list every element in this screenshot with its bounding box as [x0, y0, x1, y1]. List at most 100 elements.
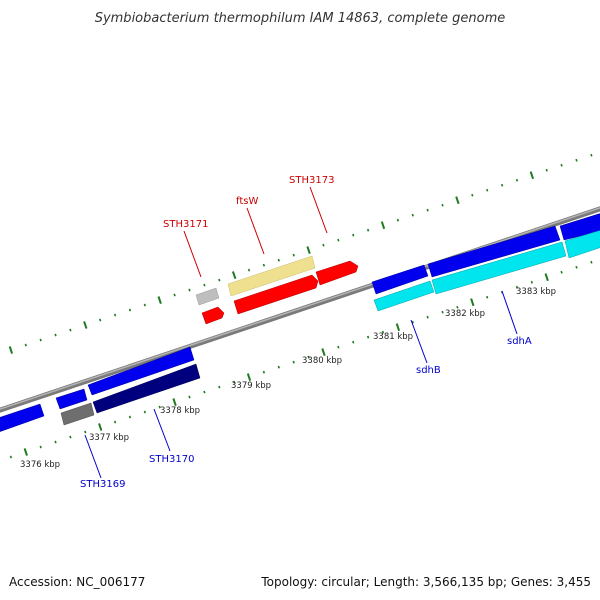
minor-tick [560, 270, 563, 274]
major-tick [246, 373, 252, 382]
kbp-labels: 3376 kbp 3377 kbp 3378 kbp 3379 kbp 3380… [20, 287, 556, 470]
minor-tick [426, 315, 429, 319]
genome-backbone [0, 206, 600, 413]
minor-tick [54, 333, 57, 337]
minor-tick [515, 285, 519, 289]
leader-sth3169 [84, 434, 102, 479]
minor-tick [486, 188, 489, 192]
label-sth3169[interactable]: STH3169 [80, 479, 125, 490]
minor-tick [24, 343, 27, 347]
label-sdhb[interactable]: sdhB [416, 365, 441, 376]
minor-tick [590, 153, 593, 157]
major-tick [470, 298, 475, 307]
major-tick [321, 348, 326, 357]
leader-sth3173 [309, 186, 328, 234]
major-tick [172, 398, 177, 407]
minor-tick [39, 445, 42, 449]
minor-tick [113, 313, 117, 317]
leader-sth3170 [153, 408, 171, 452]
gene-left-edge[interactable] [0, 403, 45, 432]
minor-tick [9, 455, 13, 459]
minor-tick [277, 365, 280, 369]
major-tick [23, 448, 28, 456]
minor-tick [352, 233, 355, 237]
minor-tick [173, 293, 176, 297]
minor-tick [575, 265, 578, 269]
forward-strand-genes [195, 255, 359, 325]
minor-tick [54, 440, 57, 444]
minor-tick [575, 158, 578, 162]
minor-tick [188, 395, 191, 399]
label-ftsw[interactable]: ftsW [236, 196, 258, 207]
minor-tick [486, 295, 489, 299]
kbp-label: 3381 kbp [373, 332, 413, 342]
gene-sth3173[interactable] [315, 260, 359, 286]
reverse-scale-ticks [9, 260, 593, 459]
minor-tick [262, 263, 266, 267]
leader-ftsw [246, 207, 265, 255]
minor-tick [337, 345, 340, 349]
minor-tick [292, 360, 295, 364]
minor-tick [590, 260, 593, 264]
kbp-label: 3376 kbp [20, 460, 60, 470]
forward-scale-ticks [8, 153, 593, 354]
gene-sth3171[interactable] [201, 306, 225, 325]
minor-tick [99, 318, 102, 322]
kbp-label: 3380 kbp [302, 356, 342, 366]
minor-tick [426, 208, 429, 212]
minor-tick [366, 335, 370, 339]
gene-blue-long[interactable] [87, 346, 195, 396]
gene-sth3170[interactable] [92, 363, 201, 414]
minor-tick [69, 328, 72, 332]
minor-tick [262, 370, 266, 374]
leader-sdhb [410, 319, 428, 364]
kbp-label: 3379 kbp [231, 381, 271, 391]
gene-sdha[interactable] [431, 241, 567, 295]
major-tick [231, 271, 237, 280]
gene-sdhb-blue[interactable] [371, 264, 429, 295]
minor-tick [441, 203, 444, 207]
minor-tick [530, 280, 533, 284]
minor-tick [560, 163, 563, 167]
major-tick [98, 423, 103, 431]
minor-tick [277, 258, 280, 262]
minor-tick [233, 380, 236, 384]
minor-tick [128, 415, 132, 419]
minor-tick [203, 390, 206, 394]
minor-tick [500, 183, 504, 187]
major-tick [83, 321, 88, 329]
minor-tick [307, 355, 310, 359]
minor-tick [337, 238, 340, 242]
minor-tick [322, 243, 325, 247]
minor-tick [396, 218, 400, 222]
label-sth3173[interactable]: STH3173 [289, 175, 334, 186]
gene-sdha-blue[interactable] [427, 225, 561, 278]
minor-tick [39, 338, 42, 342]
reverse-gene-labels: STH3169 STH3170 sdhB sdhA [80, 290, 532, 490]
label-sth3171[interactable]: STH3171 [163, 219, 208, 230]
minor-tick [143, 410, 146, 414]
minor-tick [411, 213, 414, 217]
gene-ftsw-pseudo[interactable] [227, 255, 316, 297]
kbp-label: 3383 kbp [516, 287, 556, 297]
major-tick [8, 346, 14, 354]
minor-tick [188, 288, 191, 292]
gene-sth3169[interactable] [60, 402, 95, 426]
map-title: Symbiobacterium thermophilum IAM 14863, … [95, 11, 506, 26]
gene-ftsw[interactable] [233, 274, 319, 315]
forward-gene-labels: STH3171 ftsW STH3173 [163, 175, 334, 278]
minor-tick [471, 193, 474, 197]
label-sth3170[interactable]: STH3170 [149, 454, 194, 465]
gene-sth3171-grey[interactable] [195, 287, 220, 306]
minor-tick [352, 340, 355, 344]
gene-right-cyan[interactable] [564, 229, 600, 259]
major-tick [544, 273, 549, 282]
kbp-label: 3382 kbp [445, 309, 485, 319]
minor-tick [515, 178, 519, 182]
gene-blue-small[interactable] [55, 388, 88, 410]
minor-tick [203, 283, 206, 287]
label-sdha[interactable]: sdhA [507, 336, 532, 347]
gene-sdhb[interactable] [373, 280, 435, 312]
minor-tick [247, 268, 251, 272]
